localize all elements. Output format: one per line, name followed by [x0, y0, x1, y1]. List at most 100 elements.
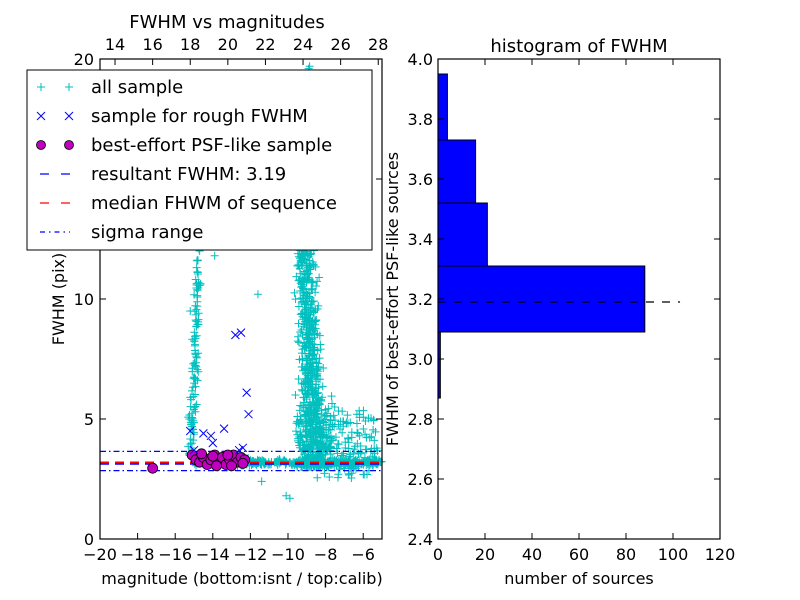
legend: all sample sample for rough FWHM best-effo…: [26, 69, 373, 251]
all-sample-point: [294, 338, 303, 347]
all-sample-point: [365, 433, 374, 442]
x-tick-label: −6: [351, 545, 375, 564]
y-tick-label: 5: [84, 410, 94, 429]
psf-sample-point: [211, 460, 222, 472]
all-sample-point: [326, 431, 335, 440]
top-x-tick-label: 20: [218, 35, 238, 54]
all-sample-point: [192, 263, 201, 272]
legend-item: resultant FWHM: 3.19: [40, 164, 286, 185]
all-sample-point: [338, 451, 347, 460]
all-sample-point: [307, 350, 316, 359]
hist-x-tick-label: 60: [569, 545, 589, 564]
all-sample-point: [302, 363, 311, 372]
legend-circle-icon: [36, 140, 46, 150]
all-sample-point: [353, 428, 362, 437]
all-sample-point: [361, 416, 370, 425]
all-sample-point: [292, 427, 301, 436]
all-sample-point: [314, 301, 323, 310]
hist-x-tick-label: 20: [475, 545, 495, 564]
all-sample-point: [290, 460, 299, 469]
all-sample-point: [316, 340, 325, 349]
all-sample-point: [313, 425, 322, 434]
all-sample-point: [352, 410, 361, 419]
all-sample-point: [189, 359, 198, 368]
all-sample-point: [273, 460, 282, 469]
all-sample-point: [331, 433, 340, 442]
all-sample-point: [306, 310, 315, 319]
rough-sample-point: [244, 409, 253, 419]
all-sample-point: [302, 412, 311, 421]
all-sample-point: [349, 449, 358, 458]
all-sample-point: [301, 407, 310, 416]
histogram-bar: [437, 139, 477, 204]
all-sample-point: [311, 398, 320, 407]
all-sample-point: [304, 457, 313, 466]
all-sample-point: [302, 325, 311, 334]
all-sample-point: [368, 452, 377, 461]
y-tick-label: 20: [74, 50, 94, 69]
all-sample-point: [319, 430, 328, 439]
all-sample-point: [335, 465, 344, 474]
all-sample-point: [324, 443, 333, 452]
all-sample-point: [304, 309, 313, 318]
all-sample-point: [300, 317, 309, 326]
all-sample-point: [316, 443, 325, 452]
rough-sample-point: [199, 429, 208, 438]
top-x-tick-label: 26: [330, 35, 350, 54]
all-sample-point: [332, 444, 341, 453]
all-sample-point: [297, 349, 306, 358]
all-sample-point: [302, 300, 311, 309]
all-sample-point: [306, 249, 315, 258]
all-sample-point: [309, 297, 318, 306]
legend-label: best-effort PSF-like sample: [91, 135, 332, 156]
x-tick-label: −18: [121, 545, 155, 564]
all-sample-point: [371, 427, 380, 436]
all-sample-point: [318, 393, 327, 402]
all-sample-point: [294, 319, 303, 328]
all-sample-point: [193, 291, 202, 300]
all-sample-point: [333, 473, 342, 482]
all-sample-point: [308, 419, 317, 428]
histogram-x-axis-label: number of sources: [504, 569, 654, 588]
all-sample-point: [194, 367, 203, 376]
all-sample-point: [316, 419, 325, 428]
all-sample-point: [325, 433, 334, 442]
psf-sample-point: [207, 450, 219, 462]
all-sample-point: [285, 494, 294, 503]
all-sample-point: [315, 354, 324, 363]
all-sample-point: [311, 324, 320, 333]
all-sample-point: [312, 430, 321, 439]
all-sample-point: [336, 424, 345, 433]
all-sample-point: [305, 292, 314, 301]
all-sample-point: [330, 403, 339, 411]
all-sample-point: [192, 256, 201, 265]
all-sample-point: [304, 263, 313, 272]
all-sample-point: [309, 307, 318, 316]
all-sample-point: [301, 384, 310, 393]
all-sample-point: [193, 302, 202, 311]
all-sample-point: [313, 277, 322, 286]
all-sample-point: [191, 382, 200, 391]
legend-x-icon: [36, 111, 46, 121]
all-sample-point: [370, 454, 379, 463]
hist-x-tick-label: 40: [522, 545, 542, 564]
all-sample-point: [325, 472, 334, 481]
all-sample-point: [186, 307, 195, 315]
all-sample-point: [293, 412, 302, 421]
all-sample-point: [338, 428, 347, 437]
all-sample-point: [311, 316, 320, 325]
all-sample-point: [290, 288, 299, 297]
legend-label: median FHWM of sequence: [91, 193, 337, 214]
all-sample-point: [296, 430, 305, 439]
y-tick-label: 10: [74, 290, 94, 309]
hist-x-tick-label: 100: [658, 545, 689, 564]
all-sample-point: [300, 307, 309, 316]
x-tick-label: −16: [158, 545, 192, 564]
all-sample-point: [295, 264, 304, 273]
all-sample-point: [253, 290, 262, 299]
legend-item: median FHWM of sequence: [40, 193, 337, 214]
all-sample-point: [334, 407, 343, 416]
all-sample-point: [189, 405, 198, 414]
all-sample-point: [359, 425, 368, 434]
all-sample-point: [309, 261, 318, 270]
